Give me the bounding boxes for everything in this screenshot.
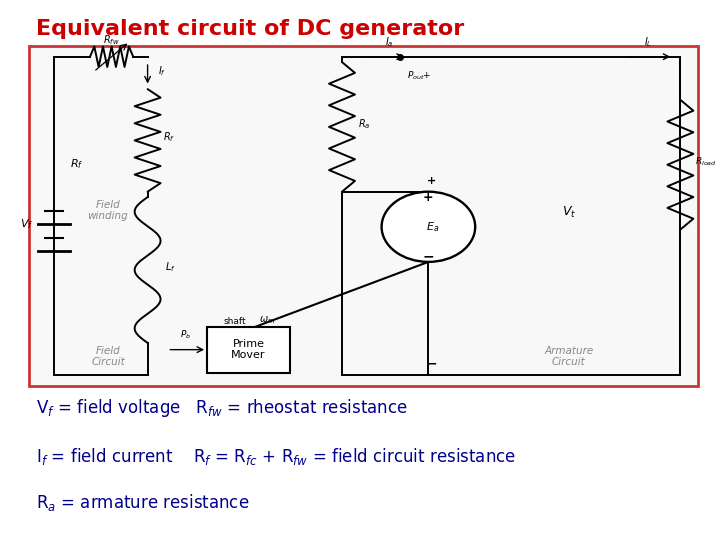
Text: $R_f$: $R_f$ xyxy=(163,130,176,144)
Text: +: + xyxy=(423,191,433,204)
Text: $I_L$: $I_L$ xyxy=(644,35,652,49)
Text: $R_f$: $R_f$ xyxy=(71,157,84,171)
Text: $V_t$: $V_t$ xyxy=(562,205,576,220)
Text: Armature
Circuit: Armature Circuit xyxy=(544,346,593,367)
Text: V$_f$ = field voltage   R$_{fw}$ = rheostat resistance: V$_f$ = field voltage R$_{fw}$ = rheosta… xyxy=(36,397,408,418)
Text: Field
winding: Field winding xyxy=(88,200,128,221)
Text: $E_a$: $E_a$ xyxy=(426,220,439,234)
Bar xyxy=(29,46,698,386)
Circle shape xyxy=(382,192,475,262)
Text: $P_b$: $P_b$ xyxy=(180,329,191,341)
Text: Equivalent circuit of DC generator: Equivalent circuit of DC generator xyxy=(36,19,464,39)
Text: $P_{out}$+: $P_{out}$+ xyxy=(407,69,431,82)
Text: $I_f$: $I_f$ xyxy=(158,64,166,78)
Text: shaft: shaft xyxy=(223,317,246,326)
Text: $L_f$: $L_f$ xyxy=(165,260,176,274)
Text: −: − xyxy=(427,357,437,370)
Text: R$_a$ = armature resistance: R$_a$ = armature resistance xyxy=(36,492,249,512)
Text: Prime
Mover: Prime Mover xyxy=(231,339,266,361)
Text: −: − xyxy=(423,249,434,264)
Text: +: + xyxy=(428,176,436,186)
Text: $\omega_m$: $\omega_m$ xyxy=(259,314,276,326)
Text: $R_a$: $R_a$ xyxy=(358,117,370,131)
Text: $I_a$: $I_a$ xyxy=(384,35,393,49)
Text: I$_f$ = field current    R$_f$ = R$_{fc}$ + R$_{fw}$ = field circuit resistance: I$_f$ = field current R$_f$ = R$_{fc}$ +… xyxy=(36,446,516,467)
Text: $V_f$: $V_f$ xyxy=(20,217,33,231)
Text: $R_{fw}$: $R_{fw}$ xyxy=(103,33,120,47)
Text: $R_{load}$: $R_{load}$ xyxy=(695,156,716,168)
Bar xyxy=(207,327,289,373)
Text: Field
Circuit: Field Circuit xyxy=(91,346,125,367)
